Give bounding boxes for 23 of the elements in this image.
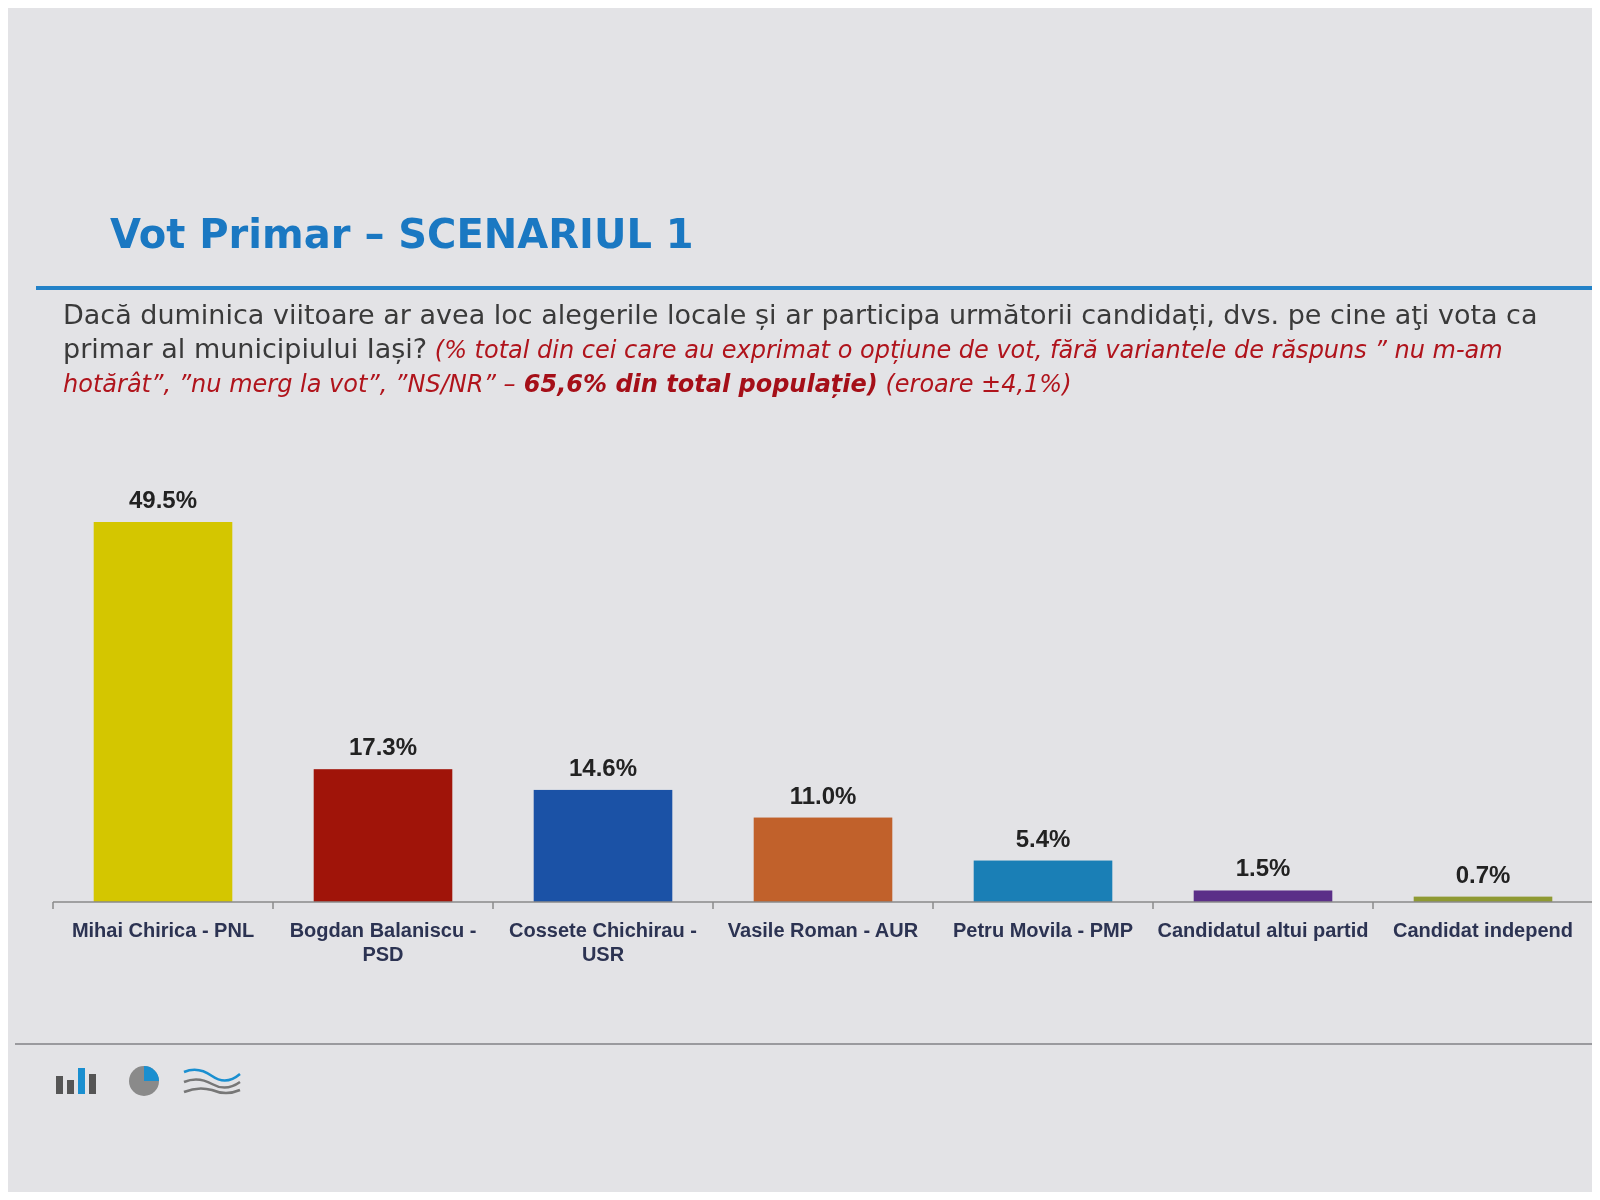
x-tick-label: Cossete Chichirau - USR — [509, 919, 697, 965]
x-tick-label: Vasile Roman - AUR — [727, 919, 919, 941]
x-tick-label: Petru Movila - PMP — [952, 919, 1134, 941]
text: (eroare ±4,1%) — [877, 370, 1072, 398]
x-tick-label: Mihai Chirica - PNL — [71, 919, 255, 941]
bar — [1193, 890, 1333, 902]
data-label: 17.3% — [348, 733, 418, 761]
x-tick-label: Bogdan Balaniscu - PSD — [289, 919, 477, 965]
chart-title: Vot Primar – SCENARIUL 1 — [110, 211, 694, 257]
bar — [93, 522, 233, 902]
data-label: 5.4% — [1015, 824, 1071, 852]
bar — [533, 789, 673, 902]
data-label: 11.0% — [789, 781, 857, 809]
data-label: 0.7% — [1455, 860, 1511, 888]
text: 65,6% din total populație) — [515, 370, 878, 398]
x-tick-label: Candidatul altui partid — [1157, 919, 1369, 941]
data-label: 49.5% — [128, 486, 198, 513]
data-label: 1.5% — [1235, 854, 1291, 882]
bar — [973, 860, 1113, 902]
bar — [753, 817, 893, 902]
x-tick-label: Candidat independ — [1393, 919, 1573, 941]
bar — [313, 769, 453, 902]
data-label: 14.6% — [568, 753, 638, 781]
